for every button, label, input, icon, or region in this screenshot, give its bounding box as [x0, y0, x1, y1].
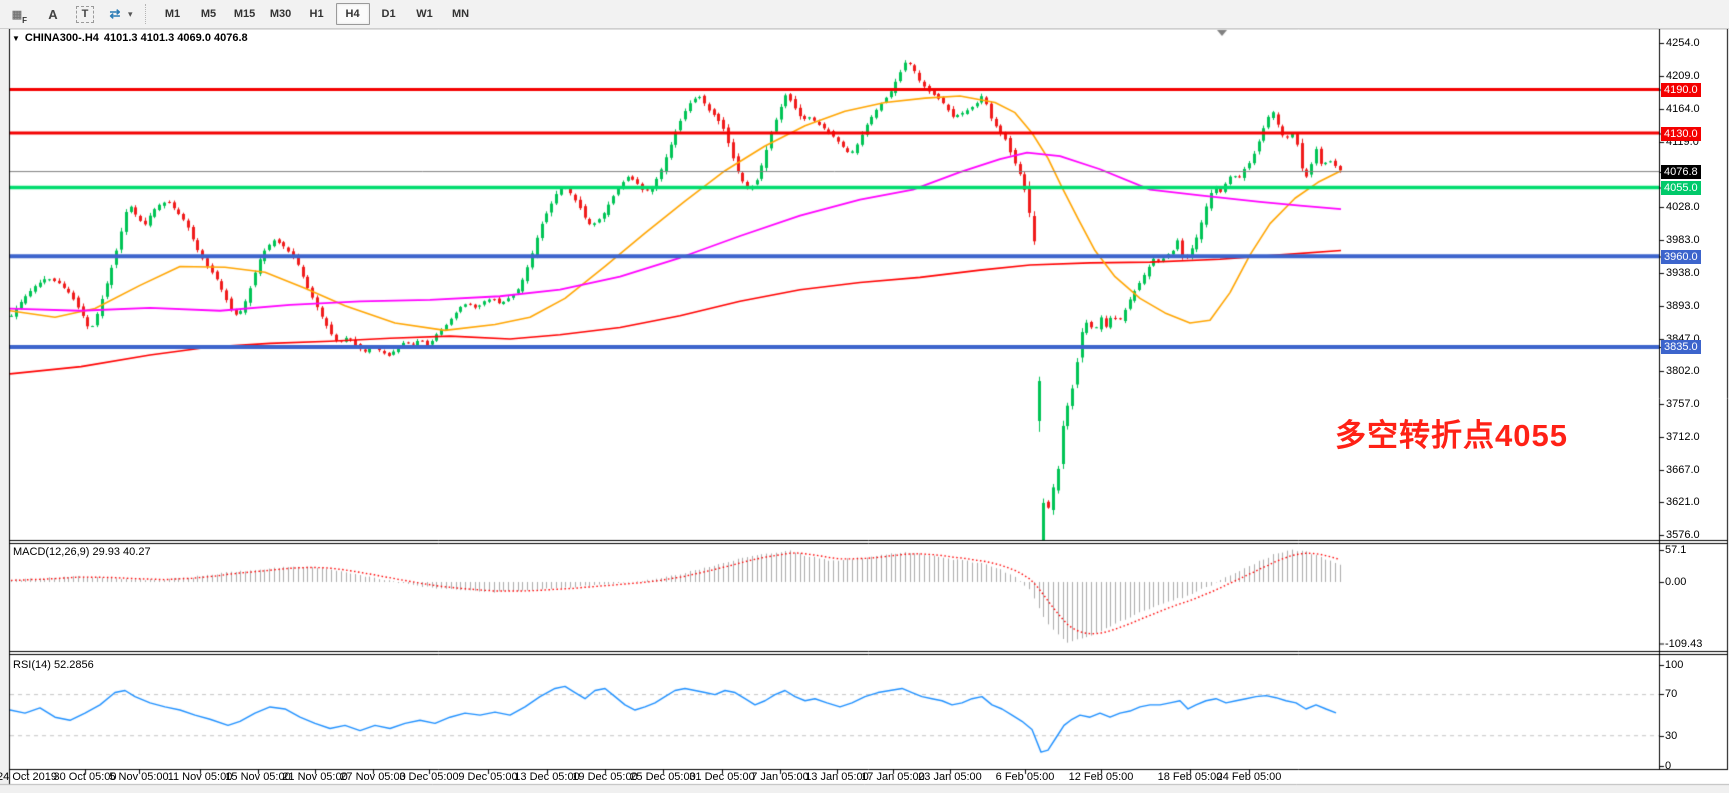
symbol-name: CHINA300-.H4	[24, 32, 99, 44]
date-axis-label: 5 Nov 05:00	[109, 771, 169, 783]
price-axis-label: 3893.0	[1666, 300, 1700, 312]
price-axis-label: 4254.0	[1666, 37, 1700, 49]
timeframe-button-m30[interactable]: M30	[269, 8, 292, 20]
price-axis-label: 3576.0	[1666, 529, 1700, 541]
timeframe-button-m5[interactable]: M5	[200, 8, 217, 20]
toolbar: ▦ F A T ⇄ ▾ M1 M5 M15 M30 H1 H4 D1 W1 MN	[0, 0, 1729, 29]
macd-axis-label: 0.00	[1665, 576, 1687, 588]
price-badge: 4076.8	[1661, 165, 1701, 179]
price-axis-label: 4028.0	[1666, 201, 1700, 213]
timeframe-group: M1 M5 M15 M30 H1 H4 D1 W1 MN	[155, 3, 479, 25]
indicator-arrows-icon[interactable]: ⇄	[104, 4, 126, 24]
price-badge: 4130.0	[1661, 126, 1701, 141]
macd-axis-label: -109.43	[1665, 637, 1703, 650]
price-axis-label: 3983.0	[1666, 234, 1700, 246]
macd-indicator-label: MACD(12,26,9) 29.93 40.27	[13, 546, 151, 558]
date-axis-label: 11 Nov 05:00	[167, 771, 233, 783]
arrows-glyph: ⇄	[109, 6, 121, 21]
date-axis-label: 13 Dec 05:00	[514, 771, 580, 783]
price-axis-label: 3938.0	[1666, 267, 1700, 279]
date-axis-label: 13 Jan 05:00	[805, 771, 869, 783]
date-axis-label: 21 Nov 05:00	[282, 771, 348, 783]
grid-sub-label: F	[22, 16, 27, 25]
price-axis-label: 3802.0	[1666, 365, 1700, 377]
date-axis-label: 6 Feb 05:00	[995, 771, 1055, 783]
price-axis-label: 4209.0	[1666, 70, 1700, 82]
toolbar-separator	[144, 4, 147, 24]
date-axis-label: 30 Oct 05:00	[53, 771, 117, 783]
date-axis-label: 7 Jan 05:00	[751, 771, 809, 783]
timeframe-button-m15[interactable]: M15	[233, 8, 256, 20]
cursor-a-icon[interactable]: A	[42, 4, 64, 24]
date-axis-label: 23 Jan 05:00	[918, 771, 982, 783]
price-axis-label: 3757.0	[1666, 398, 1700, 410]
timeframe-button-h4[interactable]: H4	[335, 3, 370, 25]
text-object-icon[interactable]: T	[76, 5, 94, 23]
caret-glyph: ▾	[128, 8, 133, 19]
symbol-ohlc-values: 4101.3 4101.3 4069.0 4076.8	[103, 32, 248, 44]
price-axis-label: 3667.0	[1666, 464, 1700, 476]
quotes-grid-icon[interactable]: ▦ F	[6, 4, 28, 26]
price-badge: 3960.0	[1661, 249, 1701, 264]
rsi-axis-label: 30	[1665, 730, 1678, 742]
date-axis-label: 15 Nov 05:00	[225, 771, 291, 783]
grid-glyph: ▦	[11, 8, 23, 21]
timeframe-button-h1[interactable]: H1	[309, 8, 324, 20]
timeframe-button-mn[interactable]: MN	[451, 8, 470, 20]
date-axis-label: 25 Dec 05:00	[630, 771, 696, 783]
price-axis-label: 3712.0	[1666, 431, 1700, 443]
price-badge: 3835.0	[1661, 340, 1701, 354]
date-axis-label: 12 Feb 05:00	[1068, 771, 1134, 783]
t-glyph: T	[81, 8, 89, 20]
symbol-title: ▼ CHINA300-.H4 4101.3 4101.3 4069.0 4076…	[12, 32, 248, 44]
rsi-axis-label: 100	[1665, 659, 1684, 671]
price-axis-label: 4164.0	[1666, 103, 1700, 115]
date-axis-label: 17 Jan 05:00	[861, 771, 925, 783]
price-badge: 4055.0	[1661, 180, 1701, 195]
timeframe-button-m1[interactable]: M1	[164, 8, 181, 20]
rsi-indicator-label: RSI(14) 52.2856	[13, 659, 94, 671]
date-axis-label: 31 Dec 05:00	[689, 771, 755, 783]
date-axis-label: 24 Oct 2019	[0, 771, 57, 783]
timeframe-button-d1[interactable]: D1	[381, 8, 396, 20]
rsi-axis-label: 0	[1665, 760, 1672, 772]
a-glyph: A	[48, 6, 58, 22]
date-axis-label: 3 Dec 05:00	[399, 771, 459, 783]
timeframe-button-w1[interactable]: W1	[416, 8, 433, 20]
date-axis-label: 19 Dec 05:00	[572, 771, 638, 783]
price-axis-label: 3621.0	[1666, 496, 1700, 508]
date-axis-label: 24 Feb 05:00	[1216, 771, 1282, 783]
date-axis-label: 18 Feb 05:00	[1157, 771, 1223, 783]
dropdown-caret-icon[interactable]: ▾	[128, 9, 133, 20]
date-axis-label: 9 Dec 05:00	[458, 771, 518, 783]
price-badge: 4190.0	[1661, 82, 1701, 97]
chart-text-annotation[interactable]: 多空转折点4055	[1335, 418, 1568, 453]
rsi-axis-label: 70	[1665, 688, 1678, 700]
date-axis-label: 27 Nov 05:00	[340, 771, 406, 783]
macd-axis-label: 57.1	[1665, 544, 1687, 556]
symbol-dropdown-icon[interactable]: ▼	[12, 33, 20, 43]
